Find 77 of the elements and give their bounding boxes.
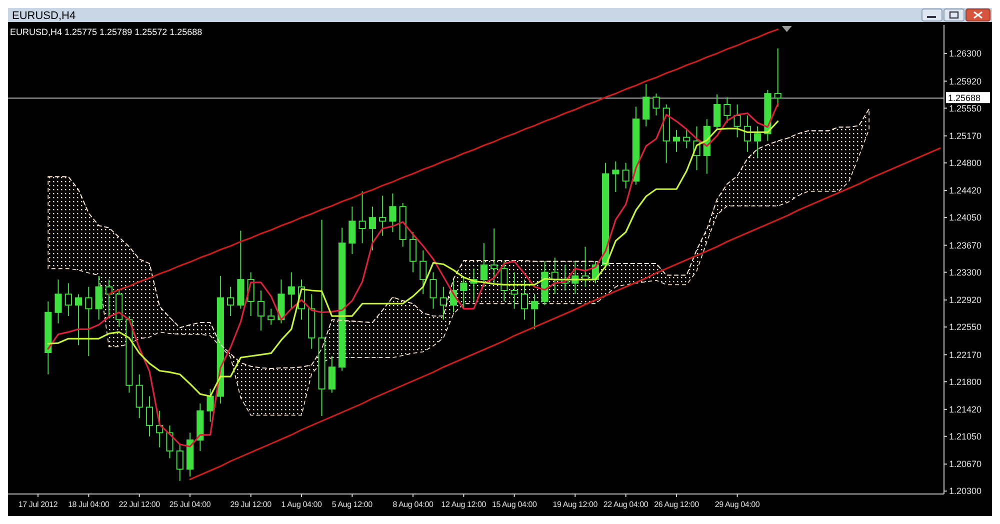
candlestick (683, 130, 690, 149)
y-tick-label: 1.24800 (949, 158, 982, 168)
ref-line-label: 1.25688 (948, 93, 981, 104)
candlestick (368, 206, 376, 251)
candlestick (642, 84, 650, 127)
candlestick (531, 294, 538, 330)
x-tick-label: 25 Jul 04:00 (169, 500, 212, 509)
x-tick-label: 15 Aug 04:00 (492, 500, 538, 509)
x-tick-label: 22 Aug 04:00 (603, 500, 649, 509)
candlestick (409, 232, 417, 273)
candlestick (257, 290, 265, 332)
candlestick (166, 424, 174, 459)
candlestick (389, 192, 396, 233)
y-tick-label: 1.20670 (949, 459, 982, 470)
x-tick-label: 12 Aug 12:00 (441, 500, 487, 509)
chart-subtitle: EURUSD,H4 1.25775 1.25789 1.25572 1.25688 (10, 27, 202, 37)
candlestick (622, 162, 630, 189)
candlestick (652, 93, 660, 116)
candlestick (510, 272, 518, 310)
y-tick-label: 1.22550 (949, 322, 982, 332)
y-tick-label: 1.25550 (949, 103, 982, 114)
candlestick (85, 286, 92, 357)
y-tick-label: 1.23670 (949, 240, 982, 250)
x-tick-label: 18 Jul 04:00 (68, 500, 110, 509)
candlestick (268, 308, 275, 326)
candlestick (328, 356, 336, 394)
x-tick-label: 1 Aug 04:00 (281, 500, 323, 509)
candlestick (724, 96, 731, 124)
candlestick (64, 282, 72, 317)
candlestick (754, 126, 762, 158)
candlestick (379, 195, 386, 236)
candlestick (348, 206, 356, 255)
y-tick-label: 1.22920 (949, 295, 982, 306)
candlestick (460, 275, 468, 310)
candlestick (490, 228, 498, 284)
candlestick (430, 272, 437, 310)
candlestick (227, 286, 234, 317)
y-tick-label: 1.21420 (949, 404, 982, 415)
candlestick (672, 130, 680, 152)
y-tick-label: 1.21050 (949, 432, 982, 442)
candlestick (146, 396, 154, 437)
candlestick (612, 160, 620, 193)
x-tick-label: 22 Jul 12:00 (118, 500, 161, 509)
candlestick (520, 279, 528, 320)
x-tick-label: 26 Aug 12:00 (654, 500, 700, 509)
y-tick-label: 1.20300 (949, 486, 982, 496)
candlestick (713, 94, 721, 131)
y-tick-label: 1.24420 (949, 186, 982, 196)
candlestick (206, 388, 214, 422)
y-tick-label: 1.26300 (949, 48, 982, 59)
candlestick (420, 250, 427, 295)
candlestick (358, 190, 366, 244)
y-tick-label: 1.22170 (949, 350, 982, 360)
candlestick (176, 443, 184, 482)
y-tick-label: 1.25920 (949, 76, 982, 86)
x-tick-label: 5 Aug 12:00 (332, 500, 374, 509)
x-tick-label: 29 Jul 12:00 (230, 500, 272, 509)
y-tick-label: 1.21800 (949, 376, 982, 387)
x-tick-label: 17 Jul 2012 (18, 500, 58, 509)
candlestick (75, 294, 82, 346)
candlestick (440, 286, 447, 320)
candlestick (734, 104, 741, 138)
line-series (189, 147, 941, 480)
x-tick-label: 29 Aug 04:00 (714, 500, 760, 509)
x-tick-label: 8 Aug 04:00 (392, 500, 434, 509)
chart-title: EURUSD,H4 (12, 10, 76, 22)
candlestick (54, 279, 62, 324)
y-tick-label: 1.25170 (949, 131, 982, 142)
candlestick (136, 374, 143, 419)
y-tick-label: 1.24050 (949, 212, 982, 223)
y-tick-label: 1.23300 (949, 267, 982, 278)
candlestick (774, 48, 782, 108)
candlestick (95, 275, 102, 320)
candlestick (288, 272, 295, 310)
candlestick (480, 242, 488, 288)
x-tick-label: 19 Aug 12:00 (552, 500, 598, 509)
candlestick (500, 260, 508, 302)
